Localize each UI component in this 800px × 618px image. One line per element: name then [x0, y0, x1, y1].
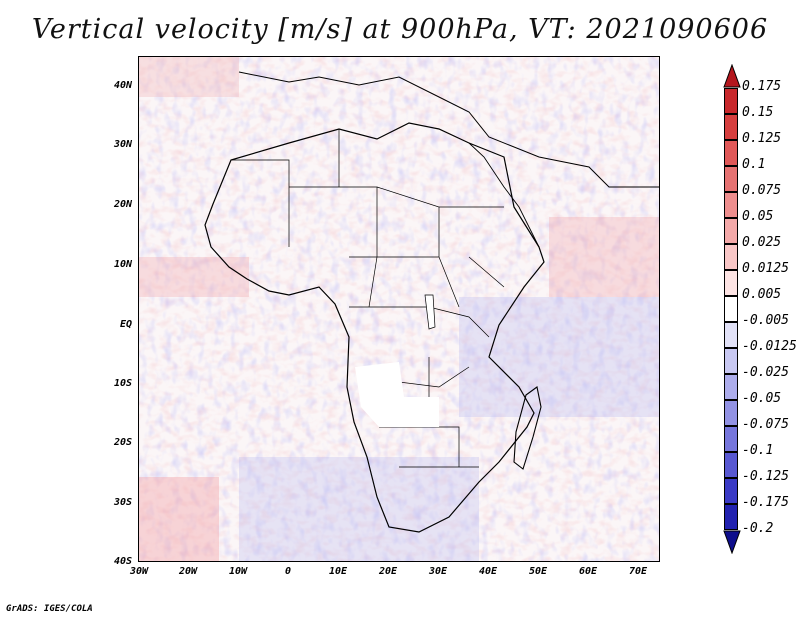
colorbar-box-8: [724, 296, 738, 322]
colorbar-label: 0.025: [742, 235, 782, 250]
velocity-field: [139, 57, 659, 561]
lat-label-20n: 20N: [113, 199, 132, 210]
lat-label-10s: 10S: [113, 378, 132, 389]
lon-label-20e: 20E: [378, 566, 398, 577]
colorbar-label: 0.125: [742, 131, 782, 146]
colorbar-box-15: [724, 478, 738, 504]
negative-band: [239, 457, 479, 561]
colorbar-label: 0.05: [742, 209, 774, 224]
colorbar-label: 0.075: [742, 183, 782, 198]
positive-band: [549, 217, 659, 297]
colorbar-label: 0.175: [742, 79, 782, 94]
country-borders: [231, 129, 505, 468]
colorbar-label: -0.2: [742, 521, 774, 536]
map-svg: [139, 57, 659, 561]
colorbar-label: 0.0125: [742, 261, 789, 276]
colorbar-label: -0.1: [742, 443, 774, 458]
blank-region: [355, 362, 439, 427]
red-sea-coast: [468, 142, 540, 248]
lake-victoria: [424, 294, 436, 330]
positive-band: [139, 477, 219, 561]
positive-band: [139, 57, 239, 97]
lon-label-10e: 10E: [328, 566, 348, 577]
colorbar-box-10: [724, 348, 738, 374]
colorbar-label: -0.125: [742, 469, 789, 484]
colorbar-box-9: [724, 322, 738, 348]
colorbar-label: 0.005: [742, 287, 782, 302]
lat-label-40n: 40N: [113, 80, 132, 91]
colorbar-box-11: [724, 374, 738, 400]
lat-label-20s: 20S: [113, 437, 132, 448]
colorbar-box-4: [724, 192, 738, 218]
lon-label-70e: 70E: [628, 566, 648, 577]
lat-label-eq: EQ: [119, 319, 132, 330]
colorbar-box-2: [724, 140, 738, 166]
lat-label-10n: 10N: [113, 259, 132, 270]
colorbar-label: 0.15: [742, 105, 774, 120]
lon-label-0: 0: [284, 566, 292, 577]
lat-label-30n: 30N: [113, 139, 132, 150]
colorbar-label: -0.05: [742, 391, 782, 406]
colorbar-box-12: [724, 400, 738, 426]
colorbar-bottom-arrow: [723, 530, 741, 554]
lon-label-10w: 10W: [228, 566, 248, 577]
colorbar-box-3: [724, 166, 738, 192]
lat-label-40s: 40S: [113, 556, 132, 567]
colorbar-box-16: [724, 504, 738, 530]
colorbar-box-1: [724, 114, 738, 140]
lat-label-30s: 30S: [113, 497, 132, 508]
positive-band: [139, 257, 249, 297]
colorbar-label: -0.175: [742, 495, 789, 510]
colorbar-label: -0.005: [742, 313, 789, 328]
colorbar-label: -0.0125: [742, 339, 797, 354]
colorbar-box-6: [724, 244, 738, 270]
lon-label-30e: 30E: [428, 566, 448, 577]
colorbar-label: -0.025: [742, 365, 789, 380]
lon-label-20w: 20W: [178, 566, 198, 577]
map-panel[interactable]: [138, 56, 660, 562]
colorbar-box-7: [724, 270, 738, 296]
colorbar-box-0: [724, 88, 738, 114]
colorbar-box-5: [724, 218, 738, 244]
chart-title: Vertical velocity [m/s] at 900hPa, VT: 2…: [31, 14, 769, 45]
colorbar-top-arrow: [723, 64, 741, 88]
lon-label-30w: 30W: [129, 566, 149, 577]
lon-label-40e: 40E: [478, 566, 498, 577]
madagascar-coastline: [513, 386, 542, 470]
colorbar-label: 0.1: [742, 157, 766, 172]
lon-label-50e: 50E: [528, 566, 548, 577]
lon-label-60e: 60E: [578, 566, 598, 577]
africa-coastline: [204, 122, 545, 533]
credit-text: GrADS: IGES/COLA: [6, 604, 93, 614]
colorbar-box-14: [724, 452, 738, 478]
colorbar-box-13: [724, 426, 738, 452]
colorbar-label: -0.075: [742, 417, 789, 432]
negative-band: [459, 297, 659, 417]
eurasia-coastline: [238, 71, 659, 188]
